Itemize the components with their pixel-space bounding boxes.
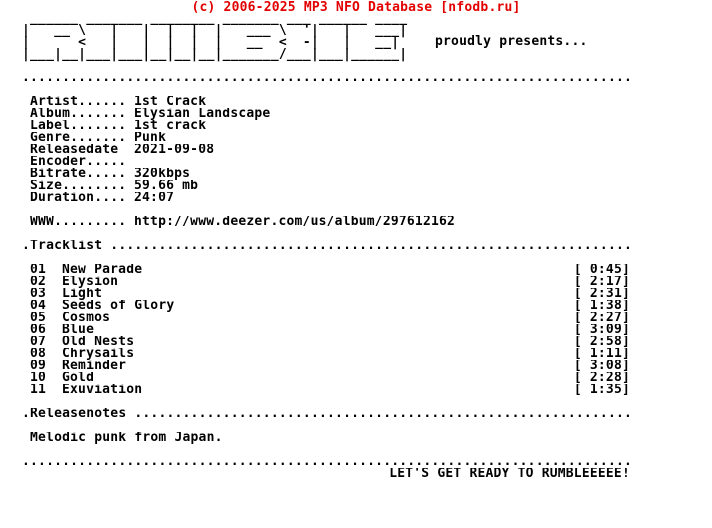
track-row: 01 New Parade [ 0:45] [22,264,630,276]
track-number: 09 [30,360,47,372]
spacer [22,84,630,96]
info-row: Album....... Elysian Landscape [22,108,630,120]
track-title: Chrysails [62,348,135,360]
track-number: 10 [30,372,47,384]
spacer [22,396,630,408]
track-number: 07 [30,336,47,348]
track-time: [ 3:08] [573,360,630,372]
info-label: Duration.... [30,192,127,204]
spacer [22,228,630,240]
nfo-body: ........................................… [22,72,630,480]
track-title: New Parade [62,264,143,276]
track-row: 03 Light [ 2:31] [22,288,630,300]
rumble-ascii-logo: ______ _______ ________ _______ ___ ____… [22,11,408,62]
track-time: [ 1:38] [573,300,630,312]
track-row: 09 Reminder [ 3:08] [22,360,630,372]
track-row: 02 Elysion [ 2:17] [22,276,630,288]
info-label: Encoder..... [30,156,127,168]
spacer [22,444,630,456]
track-title: Cosmos [62,312,111,324]
track-time: [ 1:11] [573,348,630,360]
track-title: Blue [62,324,95,336]
track-number: 05 [30,312,47,324]
track-number: 06 [30,324,47,336]
info-row: Size........ 59.66 mb [22,180,630,192]
footer-shout: LET'S GET READY TO RUMBLEEEEE! [389,468,630,480]
track-title: Seeds of Glory [62,300,175,312]
track-title: Old Nests [62,336,135,348]
tracklist-header: .Tracklist .............................… [22,240,630,252]
track-number: 03 [30,288,47,300]
track-title: Exuviation [62,384,143,396]
track-time: [ 2:28] [573,372,630,384]
www-url[interactable]: http://www.deezer.com/us/album/297612162 [134,216,456,228]
track-number: 08 [30,348,47,360]
track-row: 04 Seeds of Glory [ 1:38] [22,300,630,312]
info-value: Punk [134,132,167,144]
info-label: Album....... [30,108,127,120]
info-label: Genre....... [30,132,127,144]
track-number: 04 [30,300,47,312]
spacer [22,252,630,264]
track-number: 11 [30,384,47,396]
info-value: 1st crack [134,120,207,132]
info-value: 320kbps [134,168,191,180]
track-row: 07 Old Nests [ 2:58] [22,336,630,348]
copyright-banner: (c) 2006-2025 MP3 NFO Database [nfodb.ru… [191,0,521,15]
info-label: Releasedate [30,144,119,156]
info-row: Artist...... 1st Crack [22,96,630,108]
track-number: 01 [30,264,47,276]
track-title: Light [62,288,103,300]
info-value: Elysian Landscape [134,108,271,120]
info-row: Releasedate 2021-09-08 [22,144,630,156]
track-title: Elysion [62,276,119,288]
www-label: WWW......... [30,216,127,228]
track-time: [ 2:58] [573,336,630,348]
spacer [22,420,630,432]
www-row: WWW......... http://www.deezer.com/us/alb… [22,216,630,228]
release-info-block: Artist...... 1st Crack Album....... Elysia… [22,96,630,204]
presents-tagline: proudly presents... [435,34,588,49]
release-note: Melodic punk from Japan. [30,432,223,444]
track-title: Reminder [62,360,127,372]
track-number: 02 [30,276,47,288]
info-value: 1st Crack [134,96,207,108]
track-row: 06 Blue [ 3:09] [22,324,630,336]
info-row: Genre....... Punk [22,132,630,144]
info-value: 59.66 mb [134,180,199,192]
tracklist: 01 New Parade [ 0:45] 02 Elysion [ 2:17] 03 L… [22,264,630,396]
info-label: Label....... [30,120,127,132]
track-title: Gold [62,372,95,384]
info-value: 24:07 [134,192,175,204]
info-label: Size........ [30,180,127,192]
track-time: [ 2:31] [573,288,630,300]
track-row: 10 Gold [ 2:28] [22,372,630,384]
separator-top: ........................................… [22,72,630,84]
track-row: 11 Exuviation [ 1:35] [22,384,630,396]
info-row: Bitrate..... 320kbps [22,168,630,180]
track-time: [ 3:09] [573,324,630,336]
info-row: Duration.... 24:07 [22,192,630,204]
info-value: 2021-09-08 [134,144,215,156]
track-time: [ 0:45] [573,264,630,276]
track-time: [ 1:35] [573,384,630,396]
track-row: 05 Cosmos [ 2:27] [22,312,630,324]
info-row: Encoder..... [22,156,630,168]
track-time: [ 2:17] [573,276,630,288]
info-label: Artist...... [30,96,127,108]
spacer [22,204,630,216]
separator-bottom: ........................................… [22,456,630,468]
track-row: 08 Chrysails [ 1:11] [22,348,630,360]
info-row: Label....... 1st crack [22,120,630,132]
track-time: [ 2:27] [573,312,630,324]
info-label: Bitrate..... [30,168,127,180]
releasenotes-header: .Releasenotes ..........................… [22,408,630,420]
